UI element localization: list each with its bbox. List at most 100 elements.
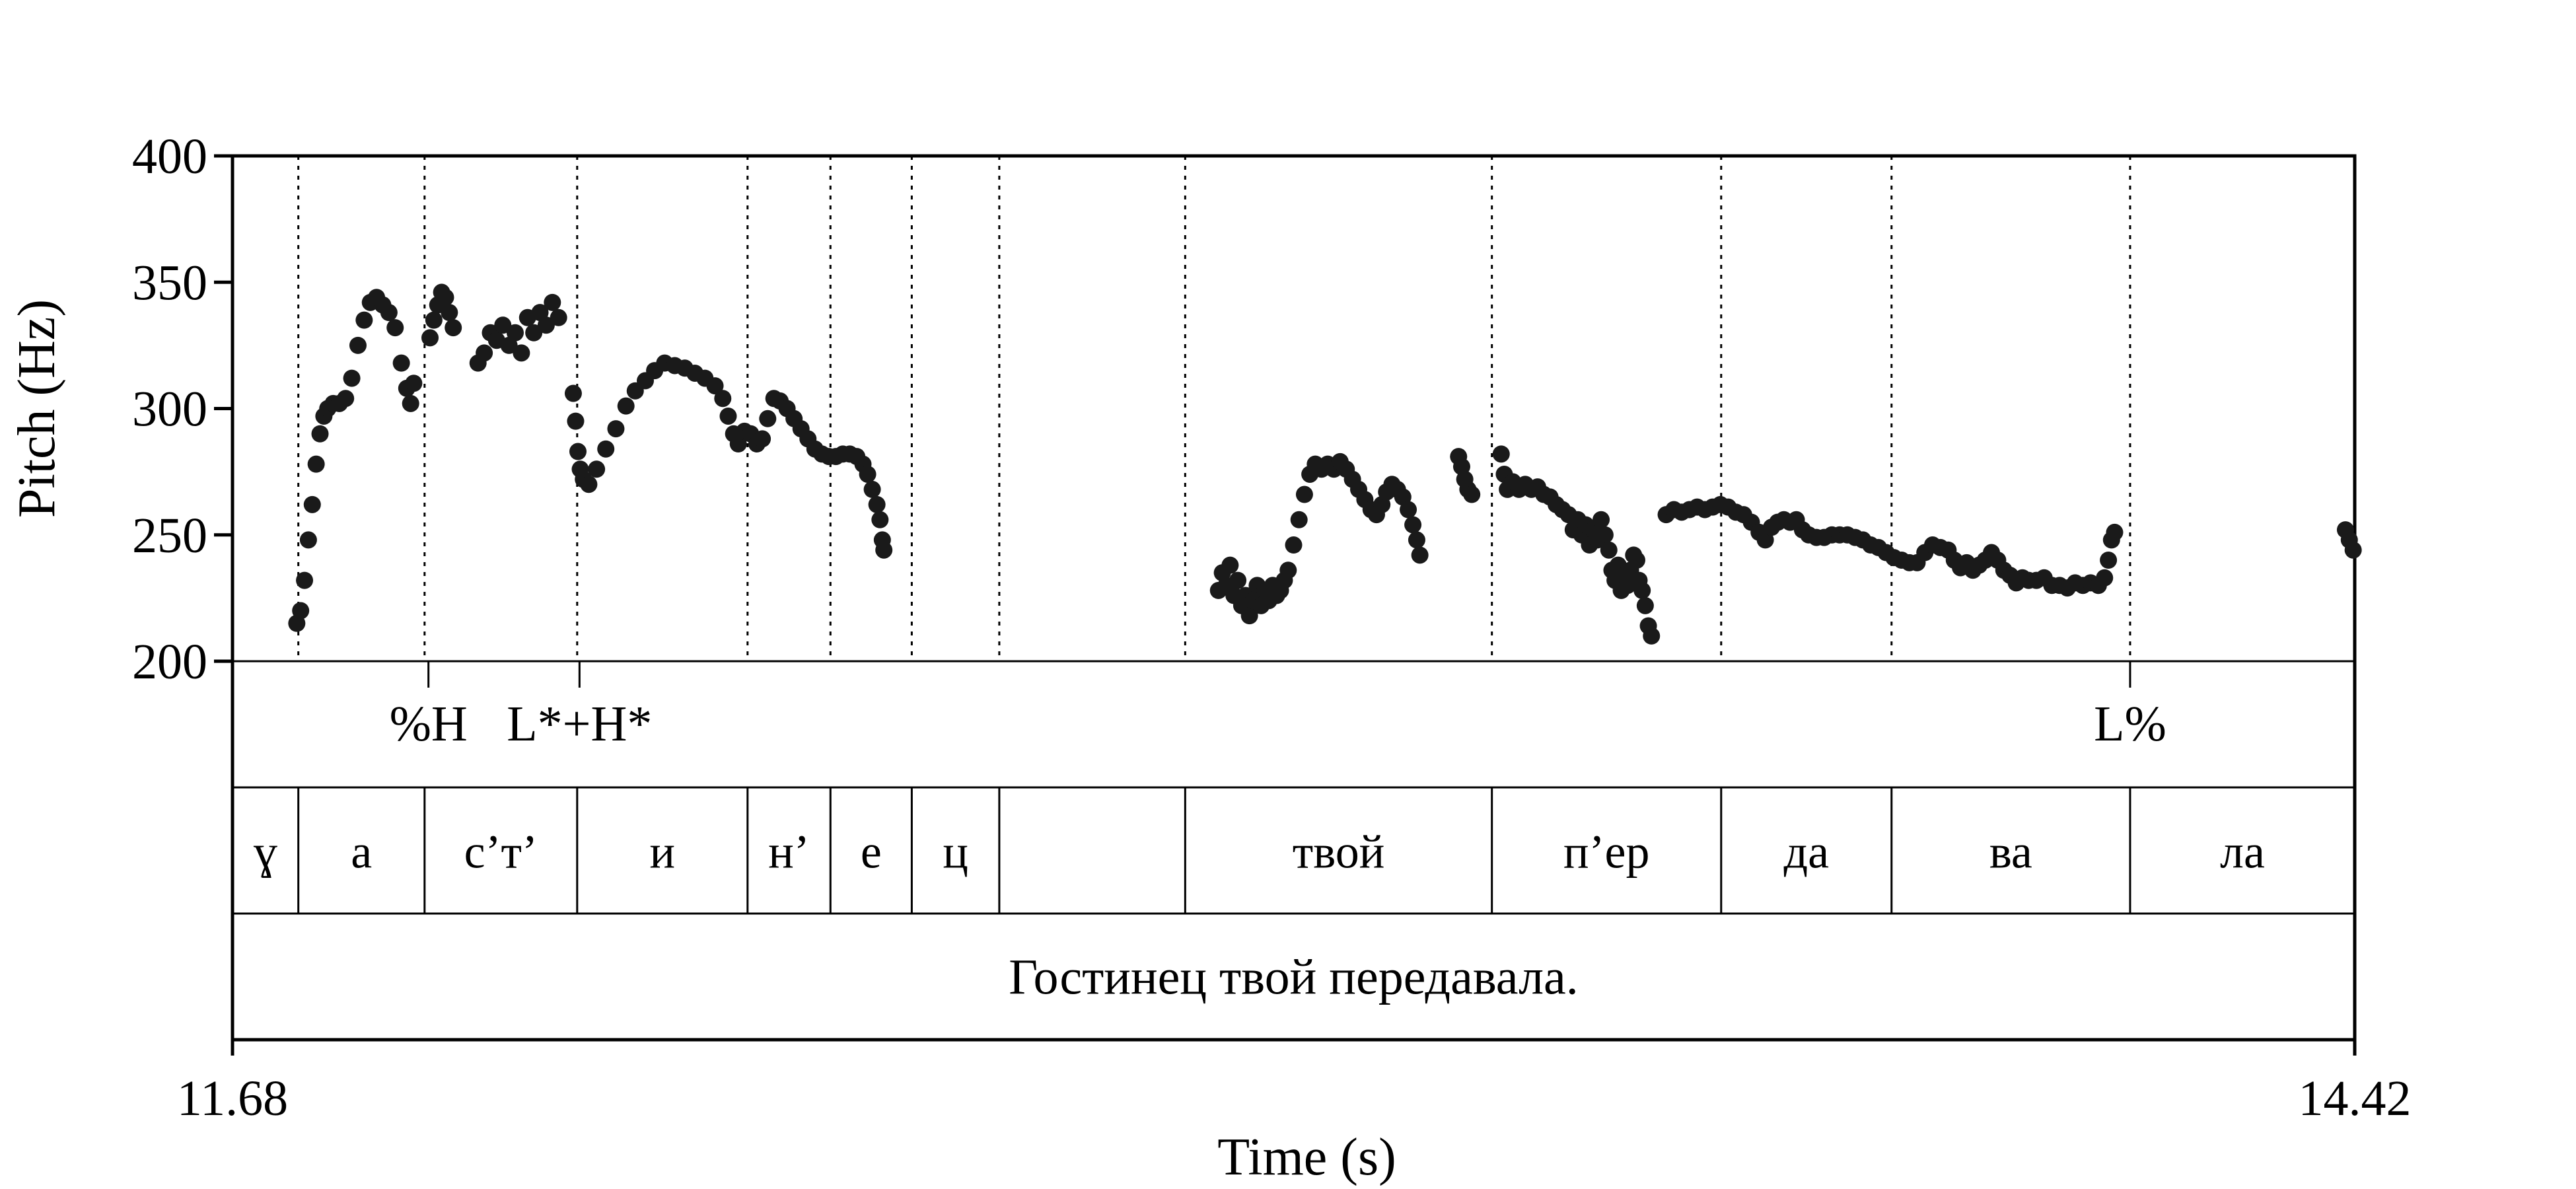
pitch-point-65	[719, 407, 737, 425]
pitch-point-52	[597, 440, 615, 458]
pitch-point-114	[1295, 486, 1313, 503]
pitch-point-38	[513, 344, 530, 362]
pitch-point-245	[2344, 541, 2362, 559]
pitch-point-113	[1290, 511, 1308, 528]
pitch-point-239	[2096, 569, 2114, 587]
tone-label-2: L%	[2094, 696, 2166, 752]
pitch-point-40	[525, 324, 543, 342]
y-tick-label-4: 400	[132, 129, 207, 184]
tier2-label-9: п’ер	[1563, 826, 1649, 879]
pitch-point-5	[307, 455, 325, 473]
pitch-point-28	[437, 289, 454, 306]
pitch-point-96	[1221, 556, 1239, 574]
pitch-point-13	[349, 336, 367, 354]
pitch-point-163	[1600, 541, 1618, 559]
y-tick-label-3: 350	[132, 255, 207, 310]
pitch-point-63	[706, 377, 724, 395]
pitch-point-240	[2100, 552, 2118, 569]
axes: 200 250 300 350 400 Pitch (Hz) 11.68 14.42 Time …	[8, 129, 2412, 1186]
pitch-point-42	[537, 316, 555, 334]
x-tick-label-1: 14.42	[2299, 1071, 2412, 1126]
pitch-point-1	[292, 602, 310, 620]
tier2-label-5: е	[861, 826, 882, 879]
plot-frame	[231, 154, 2357, 1042]
pitch-point-88	[863, 480, 881, 498]
pitch-point-11	[337, 390, 355, 408]
pitch-point-29	[441, 304, 458, 322]
pitch-point-44	[550, 308, 567, 326]
pitch-point-50	[580, 476, 598, 493]
pitch-point-20	[392, 354, 410, 372]
pitch-point-89	[868, 495, 886, 513]
pitch-point-24	[421, 329, 439, 347]
pitch-point-98	[1229, 571, 1247, 589]
pitch-point-43	[544, 293, 561, 311]
pitch-point-37	[507, 324, 524, 342]
pitch-point-14	[355, 311, 373, 329]
pitch-point-135	[1411, 546, 1429, 564]
pitch-point-133	[1404, 516, 1422, 534]
pitch-point-111	[1279, 561, 1297, 579]
pitch-point-172	[1628, 552, 1645, 569]
pitch-point-23	[405, 375, 423, 392]
pitch-point-71	[754, 430, 771, 448]
pitch-point-2	[296, 571, 314, 589]
pitch-point-134	[1408, 531, 1425, 549]
y-axis-title: Pitch (Hz)	[8, 299, 66, 518]
pitch-point-53	[607, 420, 625, 438]
pitch-point-35	[494, 316, 512, 334]
outer-frame	[231, 154, 2357, 1042]
tone-label-1: L*+H*	[507, 696, 652, 752]
tier2-label-11: ва	[1989, 826, 2032, 879]
pitch-point-132	[1400, 501, 1417, 519]
pitch-point-177	[1643, 627, 1661, 645]
tone-label-0: %H	[390, 696, 468, 752]
pitch-point-25	[425, 311, 443, 329]
pitch-point-72	[759, 410, 777, 427]
pitch-point-32	[476, 344, 493, 362]
annotation-tiers: %H L*+H* L% ɣ а с’т’ и н’ е ц твой п’ер да ва ла Гостин…	[254, 661, 2265, 1005]
pitch-point-12	[343, 369, 361, 387]
pitch-point-54	[617, 397, 635, 415]
pitch-point-162	[1596, 526, 1614, 544]
y-tick-label-1: 250	[132, 508, 207, 563]
tier2-label-6: ц	[943, 826, 968, 879]
y-tick-label-2: 300	[132, 382, 207, 437]
tier2-label-12: ла	[2220, 826, 2265, 879]
pitch-point-161	[1592, 511, 1610, 528]
pitch-point-4	[303, 495, 321, 513]
x-axis-title: Time (s)	[1217, 1128, 1396, 1186]
pitch-point-101	[1240, 607, 1258, 625]
pitch-point-18	[380, 304, 398, 322]
pitch-point-90	[871, 511, 889, 528]
pitch-point-174	[1633, 581, 1651, 599]
tier2-label-4: н’	[768, 826, 810, 879]
tier2-label-1: а	[351, 826, 372, 879]
pitch-point-19	[386, 319, 404, 337]
pitch-point-22	[402, 394, 419, 412]
pitch-point-140	[1463, 486, 1481, 503]
pitch-point-47	[569, 443, 587, 460]
tier2-label-2: с’т’	[464, 826, 538, 879]
tier2-label-0: ɣ	[254, 826, 277, 879]
tier3-label-0: Гостинец твой передавала.	[1009, 950, 1579, 1005]
pitch-point-64	[714, 390, 732, 408]
y-tick-label-0: 200	[132, 634, 207, 690]
pitch-point-141	[1492, 445, 1510, 463]
pitch-point-92	[875, 541, 893, 559]
pitch-point-112	[1285, 536, 1303, 554]
pitch-point-46	[567, 412, 585, 430]
pitch-point-51	[588, 460, 606, 478]
pitch-points	[288, 283, 2362, 645]
tier2-label-8: твой	[1293, 826, 1385, 879]
tier2-label-3: и	[650, 826, 676, 879]
pitch-point-3	[299, 531, 317, 549]
pitch-point-87	[859, 465, 877, 483]
tier2-label-10: да	[1783, 826, 1829, 879]
pitch-point-242	[2106, 523, 2124, 541]
x-tick-label-0: 11.68	[177, 1071, 288, 1126]
pitch-point-30	[445, 319, 462, 337]
pitch-point-45	[564, 384, 582, 402]
pitch-point-6	[311, 425, 329, 443]
